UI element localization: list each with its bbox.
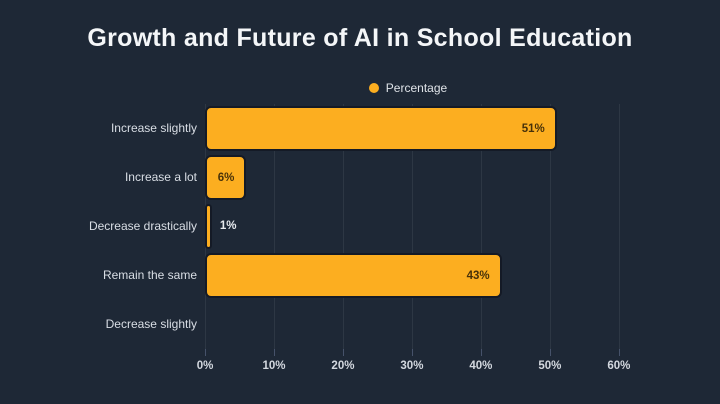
category-label: Decrease drastically (88, 219, 197, 233)
gridline (342, 104, 344, 349)
plot-area: 0% 10% 20% 30% 40% 50% 60% 51% 6% 1% 43% (197, 104, 663, 372)
x-axis-tick-label: 40% (469, 360, 493, 372)
gridline (480, 104, 482, 349)
x-axis-tick (411, 349, 413, 356)
x-axis-tick (273, 349, 275, 356)
x-axis-tick-label: 60% (607, 360, 631, 372)
x-axis-tick (480, 349, 482, 356)
bar-row: 1% (205, 202, 663, 251)
chart-title: Growth and Future of AI in School Educat… (87, 24, 633, 52)
gridline (618, 104, 620, 349)
x-axis-tick (342, 349, 344, 356)
bar-row (205, 300, 663, 349)
legend: Percentage (48, 81, 720, 95)
legend-label: Percentage (385, 81, 448, 95)
bar-row: 6% (205, 153, 663, 202)
category-label: Decrease slightly (105, 317, 197, 331)
x-axis-tick (549, 349, 551, 356)
gridline (273, 104, 275, 349)
x-axis-tick (618, 349, 620, 356)
x-axis-tick (205, 349, 206, 356)
x-axis-tick-label: 10% (262, 360, 286, 372)
category-label: Increase a lot (124, 170, 197, 184)
x-axis-tick-label: 30% (400, 360, 424, 372)
bar-row: 51% (205, 104, 663, 153)
bar: 43% (205, 253, 502, 298)
bar-value-label: 1% (219, 220, 237, 232)
bar-value-label: 6% (217, 171, 235, 184)
x-axis-tick-label: 20% (331, 360, 355, 372)
bar: 6% (205, 155, 247, 200)
x-axis-tick-label: 0% (196, 360, 214, 372)
gridline (549, 104, 551, 349)
category-labels: Increase slightly Increase a lot Decrease … (0, 104, 197, 349)
bar-value-label: 51% (521, 122, 545, 135)
legend-marker-dot-icon (368, 83, 379, 93)
gridline (411, 104, 413, 349)
category-label: Remain the same (102, 268, 197, 282)
bar-value-label: 43% (466, 269, 490, 282)
bar: 51% (205, 106, 557, 151)
bar-row: 43% (205, 251, 663, 300)
bar (205, 204, 212, 249)
x-axis-tick-label: 50% (538, 360, 562, 372)
category-label: Increase slightly (110, 121, 197, 135)
